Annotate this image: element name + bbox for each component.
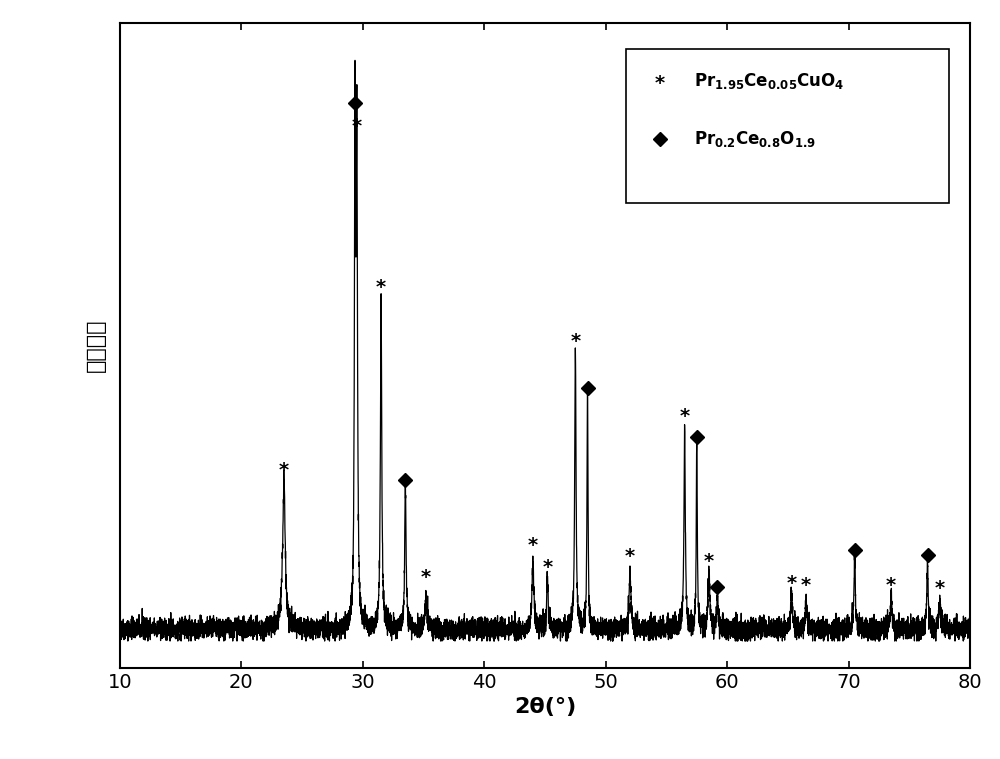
Y-axis label: 相对强度: 相对强度 bbox=[86, 319, 106, 372]
Text: *: * bbox=[625, 546, 635, 565]
Text: $\mathbf{Pr_{1.95}Ce_{0.05}CuO_4}$: $\mathbf{Pr_{1.95}Ce_{0.05}CuO_4}$ bbox=[694, 71, 844, 91]
Text: *: * bbox=[886, 576, 896, 595]
Text: *: * bbox=[279, 461, 289, 480]
Text: *: * bbox=[376, 278, 386, 297]
Bar bbox=[626, 49, 949, 203]
Text: $\mathbf{Pr_{0.2}Ce_{0.8}O_{1.9}}$: $\mathbf{Pr_{0.2}Ce_{0.8}O_{1.9}}$ bbox=[694, 129, 816, 150]
Text: *: * bbox=[786, 574, 797, 593]
Text: *: * bbox=[421, 568, 431, 587]
X-axis label: 2θ(°): 2θ(°) bbox=[514, 698, 576, 717]
Text: *: * bbox=[542, 558, 552, 577]
Text: *: * bbox=[528, 536, 538, 555]
Text: *: * bbox=[801, 576, 811, 595]
Text: *: * bbox=[680, 407, 690, 426]
Text: *: * bbox=[570, 332, 580, 351]
Text: *: * bbox=[935, 579, 945, 598]
Text: *: * bbox=[352, 117, 362, 136]
Text: *: * bbox=[655, 74, 665, 93]
Text: *: * bbox=[704, 552, 714, 571]
